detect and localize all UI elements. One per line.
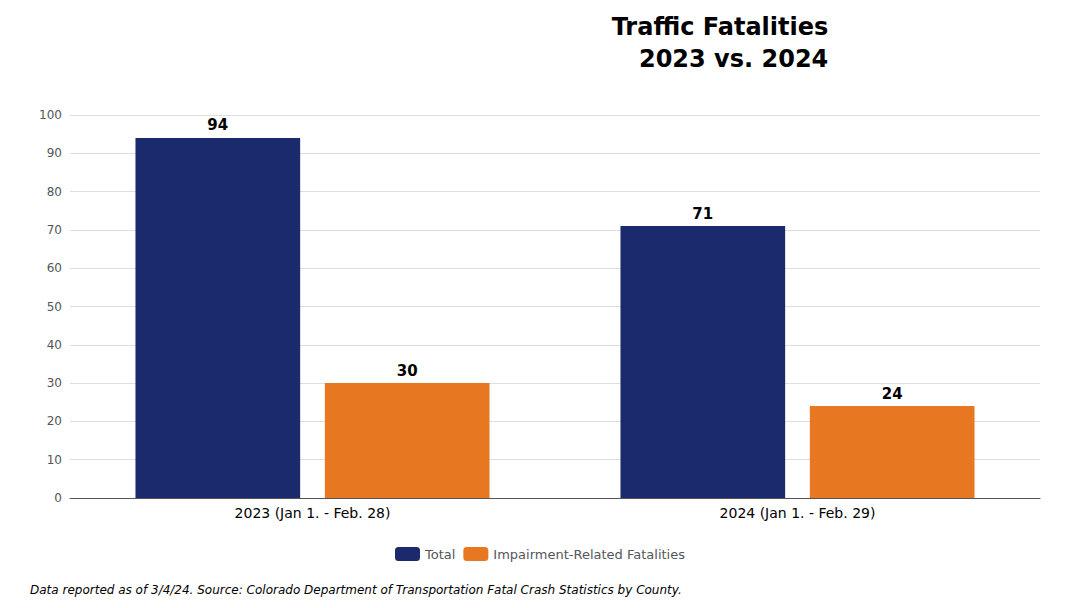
svg-text:Impairment-Related Fatalities: Impairment-Related Fatalities xyxy=(493,547,685,562)
svg-text:Traffic Fatalities: Traffic Fatalities xyxy=(612,13,829,41)
svg-text:30: 30 xyxy=(397,362,418,380)
svg-text:10: 10 xyxy=(47,453,62,467)
svg-text:80: 80 xyxy=(47,185,62,199)
svg-text:24: 24 xyxy=(882,385,903,403)
svg-text:70: 70 xyxy=(47,223,62,237)
svg-text:60: 60 xyxy=(47,261,62,275)
svg-text:2023 vs. 2024: 2023 vs. 2024 xyxy=(639,45,828,73)
svg-text:94: 94 xyxy=(207,116,228,134)
svg-text:50: 50 xyxy=(47,300,62,314)
svg-text:71: 71 xyxy=(692,205,713,223)
svg-text:40: 40 xyxy=(47,338,62,352)
svg-text:2023 (Jan 1. - Feb. 28): 2023 (Jan 1. - Feb. 28) xyxy=(235,505,391,521)
svg-text:90: 90 xyxy=(47,146,62,160)
svg-text:0: 0 xyxy=(54,491,62,505)
svg-text:20: 20 xyxy=(47,414,62,428)
svg-text:2024 (Jan 1. - Feb. 29): 2024 (Jan 1. - Feb. 29) xyxy=(720,505,876,521)
svg-text:Data reported as of 3/4/24. So: Data reported as of 3/4/24. Source: Colo… xyxy=(30,583,682,597)
svg-text:100: 100 xyxy=(39,108,62,122)
svg-text:Total: Total xyxy=(424,547,455,562)
svg-text:30: 30 xyxy=(47,376,62,390)
